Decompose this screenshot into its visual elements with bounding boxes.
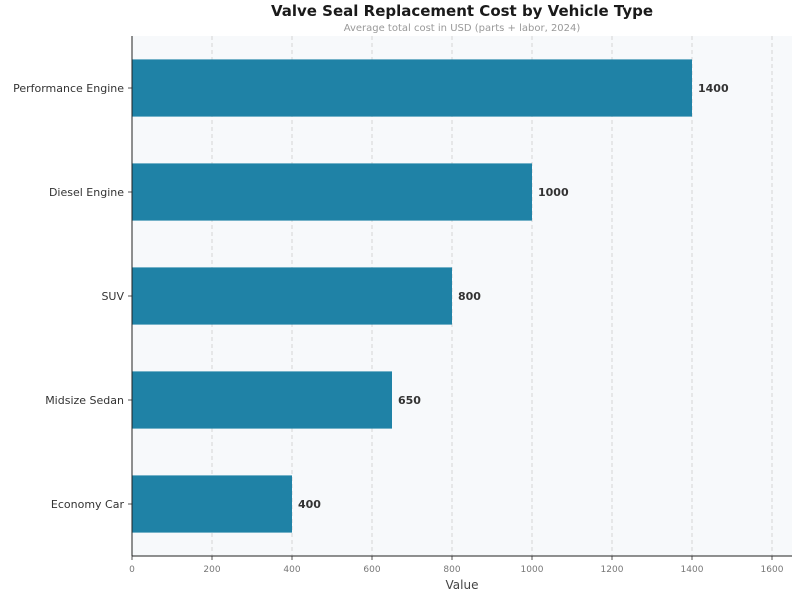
- x-tick-label: 1200: [601, 565, 624, 575]
- data-label: 400: [298, 498, 321, 511]
- data-label: 1400: [698, 82, 729, 95]
- bar: [132, 371, 392, 429]
- y-tick-label: Economy Car: [51, 498, 125, 511]
- bar: [132, 59, 692, 117]
- y-tick-label: Midsize Sedan: [45, 394, 124, 407]
- chart-subtitle: Average total cost in USD (parts + labor…: [344, 23, 581, 34]
- data-label: 800: [458, 290, 481, 303]
- x-tick-label: 400: [283, 565, 300, 575]
- bar: [132, 267, 452, 325]
- data-label: 1000: [538, 186, 569, 199]
- bar: [132, 163, 532, 221]
- x-tick-label: 1000: [521, 565, 544, 575]
- x-tick-label: 800: [443, 565, 460, 575]
- x-tick-label: 0: [129, 565, 135, 575]
- x-tick-label: 600: [363, 565, 380, 575]
- x-tick-label: 1600: [761, 565, 784, 575]
- y-tick-label: SUV: [101, 290, 124, 303]
- x-tick-label: 1400: [681, 565, 704, 575]
- chart-title: Valve Seal Replacement Cost by Vehicle T…: [271, 2, 653, 20]
- x-tick-label: 200: [203, 565, 220, 575]
- x-axis-label: Value: [446, 578, 479, 592]
- y-tick-label: Diesel Engine: [49, 186, 124, 199]
- data-label: 650: [398, 394, 421, 407]
- y-tick-label: Performance Engine: [13, 82, 124, 95]
- bar: [132, 475, 292, 533]
